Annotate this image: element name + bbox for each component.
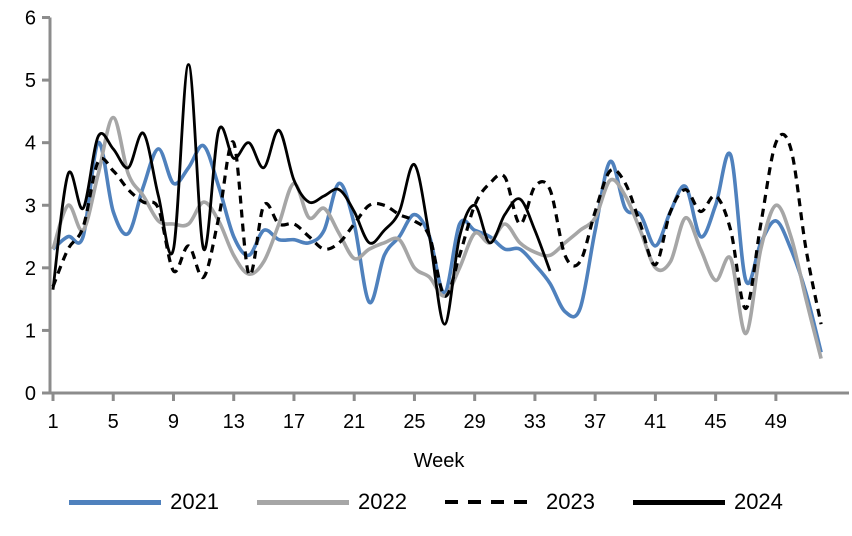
y-tick-label: 5 [25,70,36,92]
x-tick-label: 25 [403,411,425,433]
legend-2021-line-sample [69,499,162,505]
legend: 2021 2022 2023 2024 [0,491,852,513]
x-tick-label: 13 [223,411,245,433]
legend-item-2021: 2021 [69,491,219,513]
legend-item-2022: 2022 [257,491,407,513]
x-tick-label: 9 [168,411,179,433]
legend-2024-line-sample [632,499,725,505]
y-tick-label: 3 [25,195,36,217]
legend-label-2021: 2021 [170,489,220,514]
series-2022-line [51,115,823,360]
series-2024-line [51,63,552,326]
x-tick-label: 17 [283,411,305,433]
x-tick-label: 37 [584,411,606,433]
y-tick-label: 4 [25,133,36,155]
legend-label-2022: 2022 [358,489,407,514]
series-2023-line [51,132,823,325]
legend-2023-line-sample [445,500,537,504]
legend-2022-line-sample [257,499,350,505]
x-axis-title: Week [413,450,465,472]
x-tick-label: 21 [343,411,365,433]
y-tick-label: 1 [25,320,36,342]
y-tick-label: 2 [25,258,36,280]
y-tick-label: 6 [25,8,36,30]
x-tick-label: 41 [644,411,666,433]
legend-item-2023: 2023 [445,491,595,513]
y-tick-label: 0 [25,383,36,405]
legend-label-2023: 2023 [546,489,595,514]
x-tick-label: 45 [705,411,727,433]
legend-item-2024: 2024 [632,489,783,514]
x-tick-label: 1 [47,411,58,433]
x-tick-label: 29 [464,411,486,433]
legend-label-2024: 2024 [733,489,783,514]
x-tick-label: 5 [108,411,119,433]
x-tick-label: 33 [524,411,546,433]
x-tick-label: 49 [765,411,787,433]
